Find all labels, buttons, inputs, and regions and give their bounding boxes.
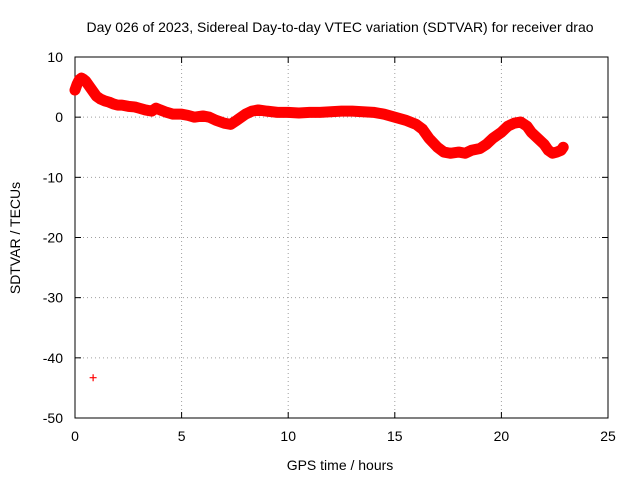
data-point: [401, 116, 409, 124]
data-point: [461, 149, 469, 157]
data-point: [489, 134, 497, 142]
y-tick-label: -30: [43, 290, 63, 306]
data-point: [71, 86, 79, 94]
data-point: [254, 106, 262, 114]
data-point: [549, 149, 557, 157]
data-point: [199, 112, 207, 120]
data-point: [455, 148, 463, 156]
data-point: [124, 102, 132, 110]
data-layer: [69, 72, 569, 382]
data-point: [497, 128, 505, 136]
data-point: [141, 106, 149, 114]
data-point: [559, 143, 567, 151]
data-point: [227, 120, 235, 128]
data-point: [412, 120, 420, 128]
x-tick-label: 20: [494, 428, 510, 444]
series-SDTVAR: [69, 72, 569, 159]
data-point: [391, 113, 399, 121]
x-tick-label: 5: [178, 428, 186, 444]
chart-title: Day 026 of 2023, Sidereal Day-to-day VTE…: [86, 19, 593, 35]
data-point: [135, 104, 143, 112]
data-point: [482, 140, 490, 148]
data-point: [105, 98, 113, 106]
data-point: [419, 125, 427, 133]
data-point: [178, 110, 186, 118]
y-tick-label: -10: [43, 169, 63, 185]
x-tick-label: 15: [387, 428, 403, 444]
data-point: [131, 103, 139, 111]
data-point: [527, 128, 535, 136]
data-point: [156, 106, 164, 114]
data-point: [184, 111, 192, 119]
x-tick-label: 25: [600, 428, 616, 444]
x-tick-label: 0: [71, 428, 79, 444]
data-point: [118, 101, 126, 109]
data-point: [540, 140, 548, 148]
data-point: [92, 92, 100, 100]
data-point: [338, 107, 345, 115]
data-point: [523, 122, 531, 130]
data-point: [327, 108, 335, 116]
data-point: [476, 144, 484, 152]
data-point: [306, 108, 314, 116]
data-point: [433, 143, 441, 151]
data-point: [220, 119, 228, 127]
data-point: [359, 108, 367, 116]
data-point: [316, 108, 324, 116]
data-point: [369, 108, 377, 116]
data-point: [284, 108, 292, 116]
data-point: [348, 107, 356, 115]
data-point: [380, 110, 388, 118]
y-axis-label: SDTVAR / TECUs: [7, 182, 23, 294]
data-point: [504, 122, 512, 130]
data-point: [510, 119, 518, 127]
x-axis-label: GPS time / hours: [287, 457, 394, 473]
data-point: [468, 146, 476, 154]
axis-ticks: 0 5 10 15 20 25 10 0 -10 -20 -30 -40 -50: [43, 49, 616, 444]
y-tick-label: -50: [43, 410, 63, 426]
data-point: [446, 149, 454, 157]
series-outlier: [89, 374, 97, 382]
data-point: [212, 116, 220, 124]
data-point: [295, 109, 303, 117]
data-point: [242, 110, 250, 118]
data-point: [248, 107, 256, 115]
data-point: [544, 146, 552, 154]
data-point: [109, 100, 117, 108]
data-point: [169, 110, 177, 118]
y-tick-label: 10: [47, 49, 63, 65]
data-point: [534, 134, 542, 142]
data-point: [233, 116, 241, 124]
data-point: [553, 148, 561, 156]
data-point: [97, 95, 105, 103]
data-point: [425, 134, 433, 142]
data-point: [517, 118, 525, 126]
data-point: [73, 80, 81, 88]
data-point: [148, 107, 156, 115]
y-tick-label: 0: [55, 109, 63, 125]
data-point: [89, 374, 97, 382]
data-point: [101, 97, 109, 105]
data-point: [440, 148, 448, 156]
y-tick-label: -20: [43, 230, 63, 246]
data-point: [190, 113, 198, 121]
data-point: [274, 108, 282, 116]
series-band: [69, 72, 569, 159]
data-point: [263, 107, 271, 115]
x-tick-label: 10: [280, 428, 296, 444]
y-tick-label: -40: [43, 350, 63, 366]
data-point: [152, 104, 160, 112]
data-point: [205, 113, 213, 121]
data-point: [163, 108, 171, 116]
